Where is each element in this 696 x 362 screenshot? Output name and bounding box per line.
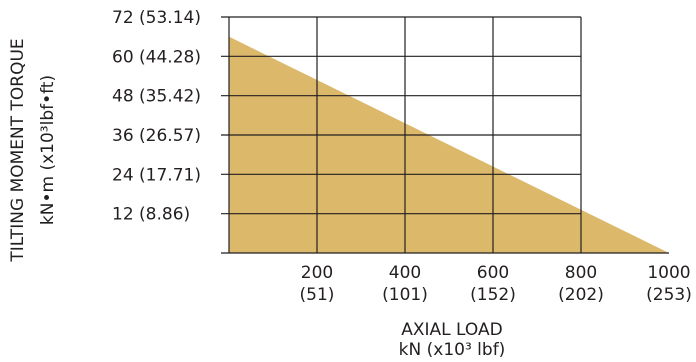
x-tick-label: 800 [565,263,597,283]
y-tick-label: 36 (26.57) [112,126,201,146]
x-tick-sublabel: (202) [558,285,604,305]
x-tick-label: 600 [477,263,509,283]
capacity-area-0 [229,36,669,253]
y-tick-label: 60 (44.28) [112,47,201,67]
y-tick-label: 12 (8.86) [112,205,190,225]
y-axis-unit: kN•m (x10³lbf•ft) [38,75,58,225]
x-tick-label: 1000 [647,263,690,283]
y-axis-title: TILTING MOMENT TORQUE [8,38,28,262]
y-tick-label: 48 (35.42) [112,87,201,107]
grid-layer [221,16,669,254]
x-tick-sublabel: (101) [382,285,428,305]
y-tick-label: 24 (17.71) [112,165,201,185]
x-axis-title: AXIAL LOAD [401,320,502,340]
x-axis-unit: kN (x10³ lbf) [399,340,506,360]
x-tick-sublabel: (152) [470,285,516,305]
x-tick-sublabel: (51) [300,285,335,305]
x-tick-sublabel: (253) [646,285,692,305]
y-tick-label: 72 (53.14) [112,8,201,28]
x-tick-label: 200 [301,263,333,283]
x-tick-label: 400 [389,263,421,283]
tick-label-layer: 200(51) 400(101) 600(152) 800(202) 1000(253)… [112,8,692,305]
plot-fill-layer [229,36,669,253]
